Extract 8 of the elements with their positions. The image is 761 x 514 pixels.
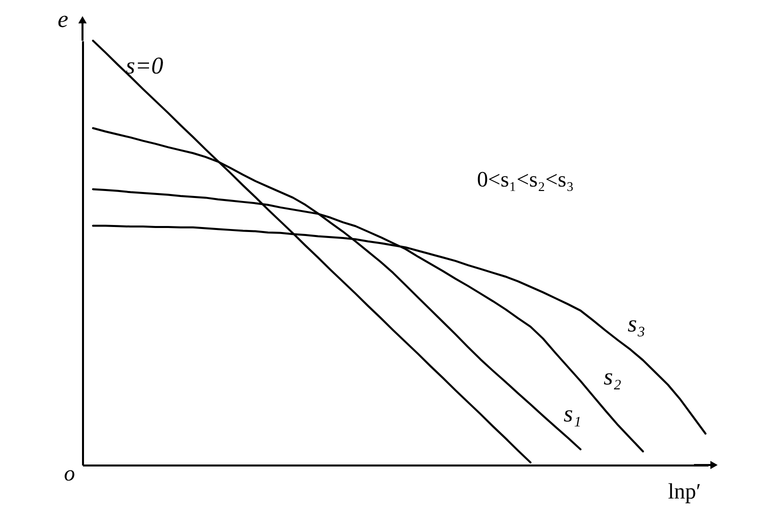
- series-label: s₁: [564, 402, 582, 428]
- annotation: 0<s₁<s₂<s₃: [477, 166, 574, 192]
- series-label: s=0: [126, 54, 164, 80]
- y-axis-title: e: [58, 7, 69, 34]
- series-label: s₂: [604, 364, 622, 391]
- text: o: [64, 460, 75, 486]
- series-label: s₃: [628, 312, 646, 338]
- x-axis-title: lnp′: [668, 478, 701, 504]
